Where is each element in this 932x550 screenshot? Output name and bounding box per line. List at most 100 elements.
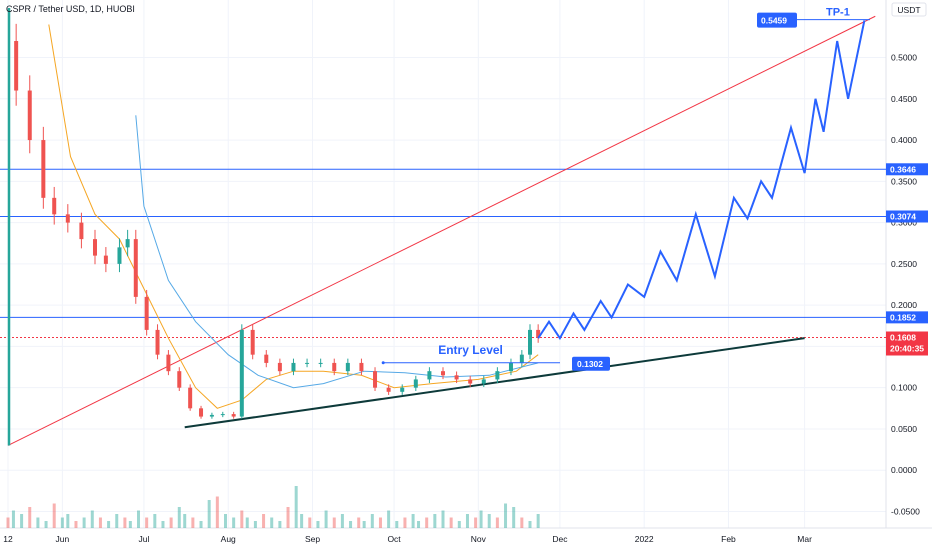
volume-bar bbox=[278, 521, 282, 528]
volume-bar bbox=[378, 517, 382, 528]
candle-body bbox=[386, 387, 391, 392]
candle-body bbox=[27, 90, 32, 141]
price-tick-label: 0.4000 bbox=[891, 135, 917, 145]
candle-body bbox=[220, 414, 225, 416]
volume-bar bbox=[98, 517, 102, 528]
volume-bar bbox=[11, 510, 15, 528]
volume-bar bbox=[161, 521, 165, 528]
volume-bar bbox=[245, 517, 249, 528]
annotations: Entry Level 0.1302 0.5459 TP-1 bbox=[381, 7, 870, 371]
chart-title: CSPR / Tether USD, 1D, HUOBI bbox=[6, 4, 135, 14]
level-label: 0.3074 bbox=[890, 211, 916, 221]
volume-bar bbox=[403, 517, 407, 528]
volume-bar bbox=[349, 521, 353, 528]
time-tick-label: Aug bbox=[221, 534, 236, 544]
level-label-box bbox=[886, 163, 928, 176]
volume-bar bbox=[362, 521, 366, 528]
candle-body bbox=[277, 362, 282, 372]
price-tick-label: -0.0500 bbox=[891, 506, 920, 516]
candle-body bbox=[495, 371, 500, 380]
time-tick-label: Oct bbox=[387, 534, 401, 544]
volume-bar bbox=[479, 510, 483, 528]
volume-bar bbox=[191, 517, 195, 528]
candles bbox=[14, 23, 541, 419]
volume-bar bbox=[357, 517, 361, 528]
price-projection bbox=[537, 20, 866, 341]
volume-bar bbox=[340, 514, 344, 528]
level-label: 0.3646 bbox=[890, 164, 916, 174]
price-tick-label: 0.4500 bbox=[891, 94, 917, 104]
time-tick-label: Mar bbox=[797, 534, 812, 544]
countdown-label: 20:40:35 bbox=[890, 343, 924, 353]
candle-body bbox=[93, 239, 97, 256]
entry-value-label: 0.1302 bbox=[577, 359, 603, 369]
candle-body bbox=[441, 371, 445, 376]
volume-bar bbox=[495, 517, 499, 528]
price-tick-label: 0.0500 bbox=[891, 424, 917, 434]
volume-bar bbox=[433, 514, 437, 528]
volume-bar bbox=[153, 514, 157, 528]
volume-bar bbox=[449, 517, 453, 528]
candle-body bbox=[65, 214, 70, 223]
volume-bar bbox=[536, 514, 540, 528]
moving-average-slow bbox=[135, 115, 539, 389]
volume-bar bbox=[224, 514, 227, 528]
last-price-box bbox=[886, 331, 928, 356]
volume-bar bbox=[441, 510, 445, 528]
candle-body bbox=[144, 296, 149, 330]
trendlines bbox=[7, 8, 876, 446]
volume-bar bbox=[262, 514, 266, 528]
volume-bar bbox=[520, 517, 524, 528]
time-axis[interactable]: 12 Jun Jul Aug Sep Oct Nov Dec 2022 Feb Mar bbox=[3, 534, 812, 544]
candle-body bbox=[332, 362, 337, 372]
resistance-trendline bbox=[7, 15, 876, 446]
volume-bar bbox=[6, 517, 10, 528]
volume-bar bbox=[90, 510, 94, 528]
candle-body bbox=[345, 362, 350, 372]
candle-body bbox=[41, 140, 46, 198]
volume-bar bbox=[512, 507, 516, 528]
volume-bar bbox=[504, 503, 508, 528]
volume-bar bbox=[395, 521, 399, 528]
volume-bar bbox=[28, 507, 32, 528]
volume-bar bbox=[137, 510, 140, 528]
time-tick-label: 12 bbox=[3, 534, 13, 544]
candle-body bbox=[177, 371, 182, 388]
candle-body bbox=[318, 362, 323, 364]
currency-badge[interactable]: USDT bbox=[891, 2, 927, 17]
volume-bar bbox=[240, 510, 244, 528]
time-tick-label: 2022 bbox=[635, 534, 654, 544]
candle-body bbox=[166, 354, 171, 372]
price-tick-label: 0.1000 bbox=[891, 383, 917, 393]
volume-bar bbox=[387, 510, 391, 528]
volume-bar bbox=[44, 521, 48, 528]
price-tick-label: 0.2500 bbox=[891, 259, 917, 269]
candle-body bbox=[188, 387, 193, 409]
candle-body bbox=[79, 222, 84, 240]
volume-bar bbox=[107, 521, 111, 528]
volume-bar bbox=[60, 517, 64, 528]
volume-bar bbox=[411, 514, 415, 528]
candle-body bbox=[155, 329, 160, 355]
candle-body bbox=[125, 239, 130, 248]
price-tick-label: 0.3000 bbox=[891, 218, 917, 228]
volume-bars bbox=[6, 486, 540, 528]
volume-bar bbox=[123, 517, 127, 528]
entry-level-text: Entry Level bbox=[438, 343, 503, 357]
support-trendline bbox=[184, 337, 805, 429]
candle-body bbox=[250, 329, 255, 355]
candle-body bbox=[231, 414, 236, 417]
candle-body bbox=[209, 414, 214, 417]
time-tick-label: Sep bbox=[305, 534, 320, 544]
price-tick-label: 0.2000 bbox=[891, 300, 917, 310]
candle-body bbox=[199, 408, 204, 417]
volume-bar bbox=[324, 510, 328, 528]
volume-bar bbox=[232, 517, 236, 528]
currency-badge-box bbox=[891, 2, 927, 17]
time-tick-label: Jun bbox=[56, 534, 70, 544]
candle-body bbox=[359, 362, 364, 372]
candle-body bbox=[481, 379, 486, 384]
candle-body bbox=[468, 379, 473, 384]
